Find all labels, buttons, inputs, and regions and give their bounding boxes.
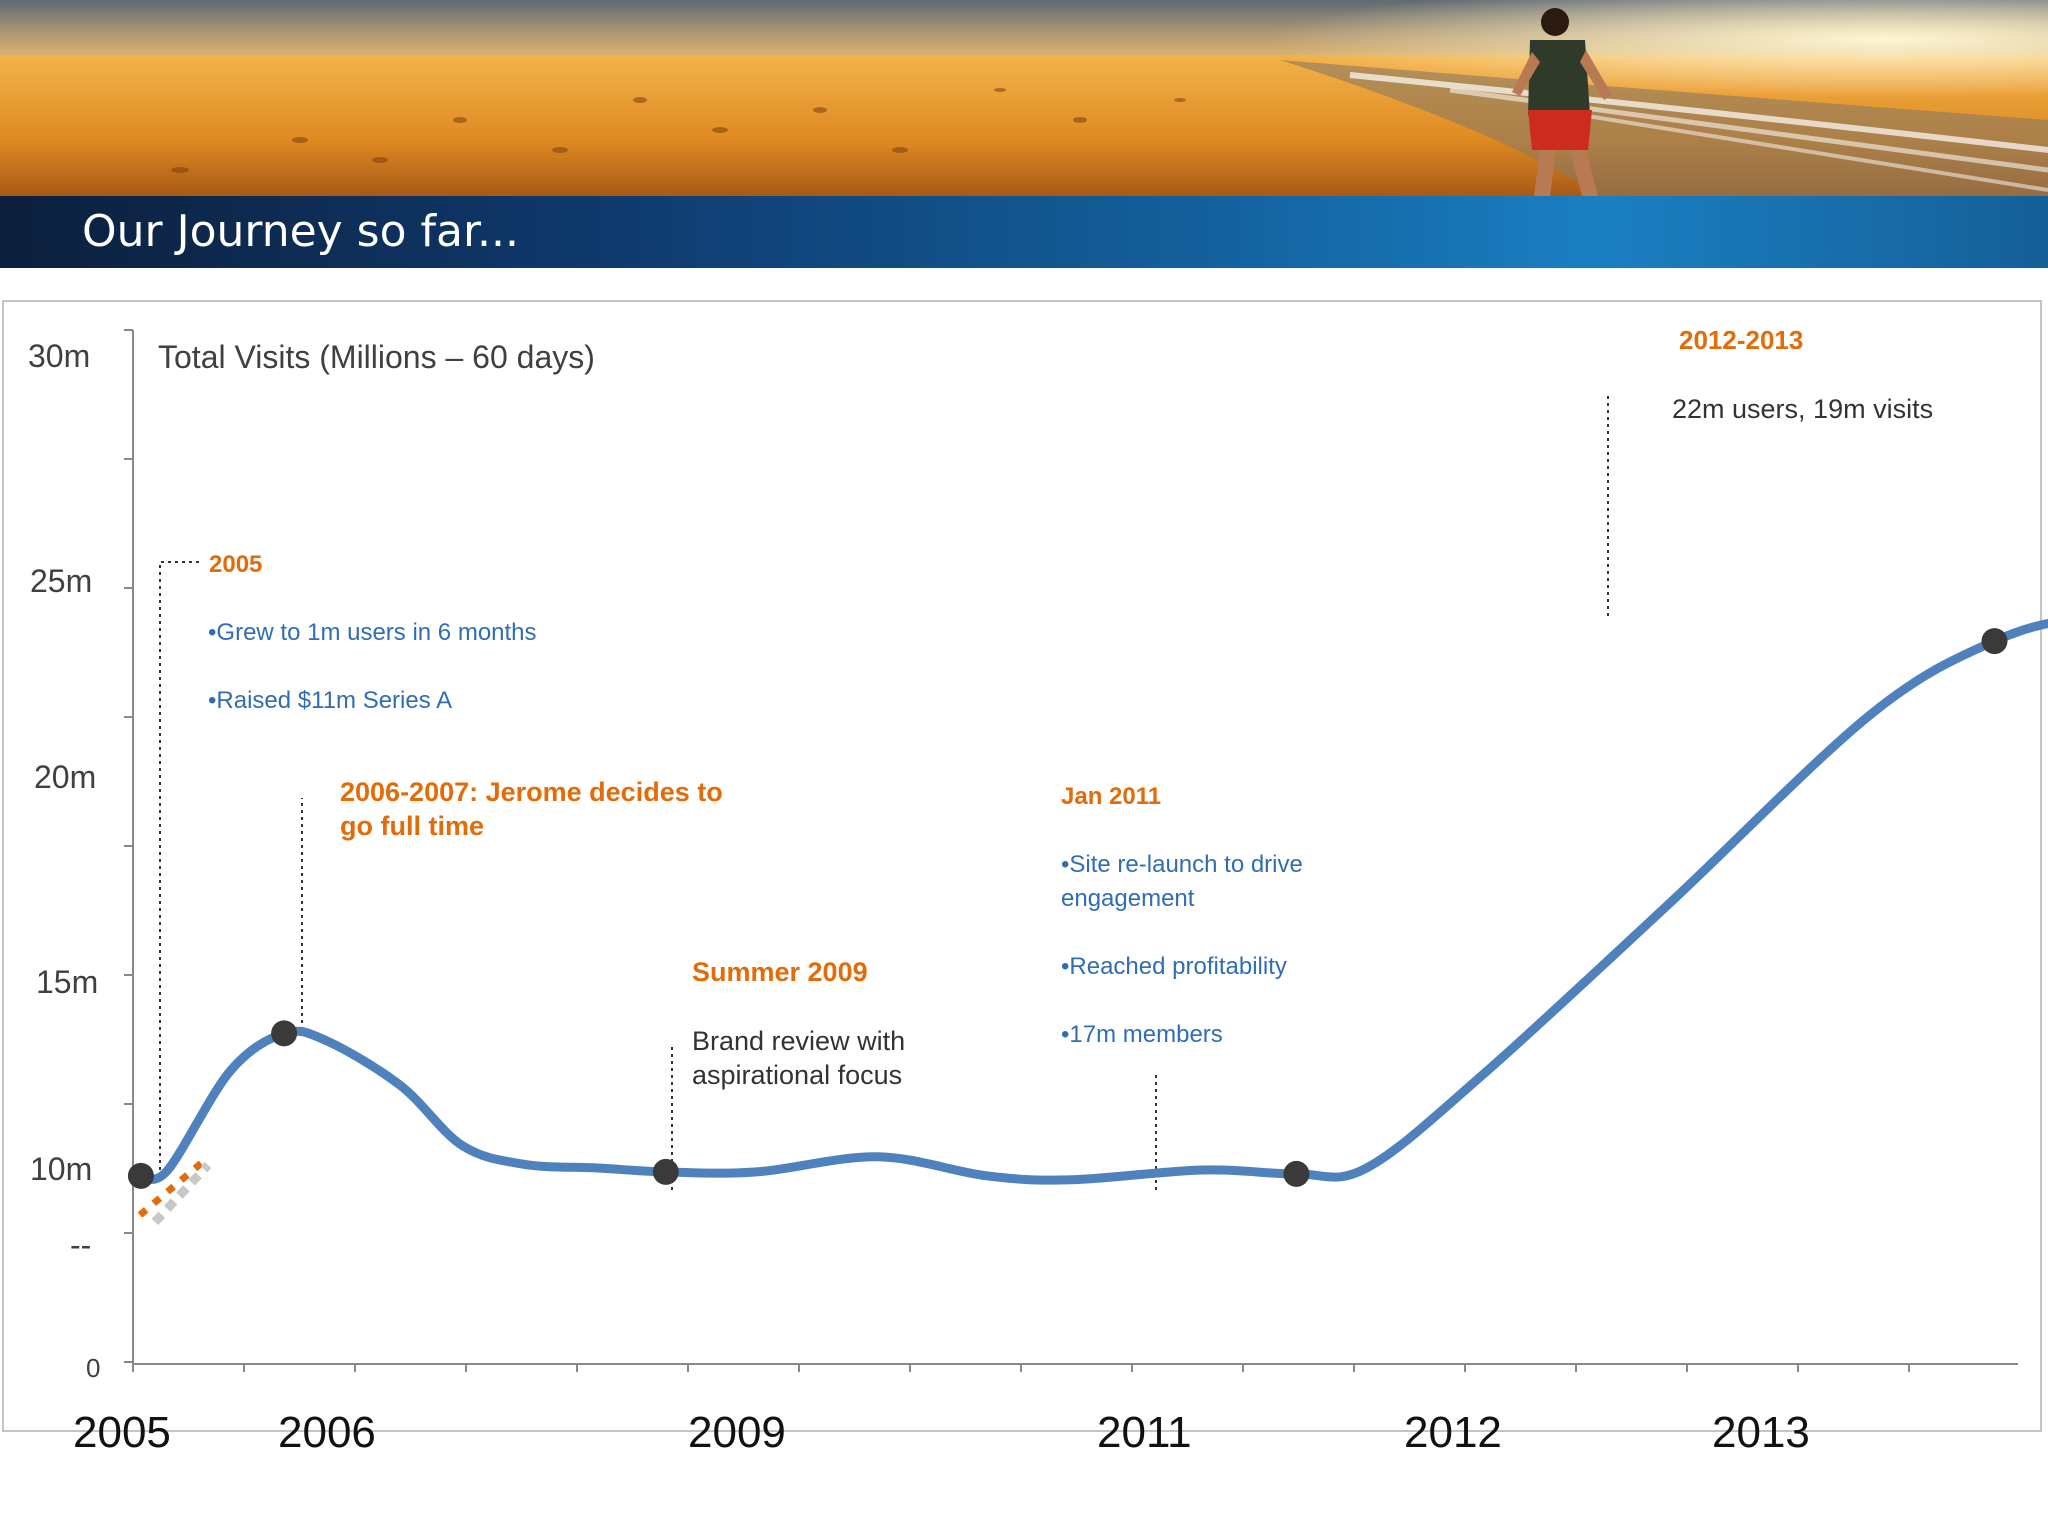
y-tick-label-dash: -- bbox=[70, 1227, 91, 1263]
annotation-2006-heading-line-2: go full time bbox=[340, 811, 484, 841]
annotation-2011-heading: Jan 2011 bbox=[1061, 783, 1161, 810]
annotation-2011-bullet-1-line-2: engagement bbox=[1061, 885, 1195, 912]
grey-dash-segment bbox=[151, 1161, 212, 1226]
x-tick-label-2011: 2011 bbox=[1097, 1408, 1192, 1457]
y-tick-label-20m: 20m bbox=[34, 759, 96, 795]
annotation-2011-bullet-3: •17m members bbox=[1061, 1021, 1223, 1048]
x-tick-label-2012: 2012 bbox=[1404, 1408, 1502, 1457]
y-tick-label-30m: 30m bbox=[28, 338, 90, 374]
x-tick-label-2006: 2006 bbox=[278, 1408, 376, 1457]
milestone-marker-1 bbox=[127, 1162, 154, 1189]
chart-frame bbox=[2, 300, 2042, 1432]
annotation-2012-text: 22m users, 19m visits bbox=[1672, 394, 1933, 424]
milestone-marker-5 bbox=[1981, 628, 2008, 655]
annotation-2005-bullet-2: •Raised $11m Series A bbox=[208, 687, 452, 714]
series-line bbox=[136, 618, 2048, 1185]
y-tick-label-zero: 0 bbox=[86, 1353, 100, 1383]
title-bar: Our Journey so far... bbox=[0, 196, 2048, 268]
x-tick-label-2005: 2005 bbox=[73, 1408, 171, 1457]
y-tick-label-15m: 15m bbox=[36, 964, 98, 1000]
page-title: Our Journey so far... bbox=[82, 206, 519, 257]
annotation-2005-bullet-1: •Grew to 1m users in 6 months bbox=[208, 619, 537, 646]
x-tick-label-2013: 2013 bbox=[1712, 1408, 1810, 1457]
banner-image bbox=[0, 0, 2048, 196]
start-dashes bbox=[137, 1157, 212, 1226]
runner-figure bbox=[1512, 8, 1612, 196]
annotation-2012-heading: 2012-2013 bbox=[1679, 325, 1803, 355]
annotation-2009-line-2: aspirational focus bbox=[692, 1060, 902, 1090]
beach-runner-banner bbox=[0, 0, 2048, 196]
x-tick-marks bbox=[132, 1364, 1910, 1372]
annotation-2011-bullet-1-line-1: •Site re-launch to drive bbox=[1061, 851, 1303, 878]
y-tick-label-25m: 25m bbox=[30, 563, 92, 599]
orange-dash-segment bbox=[137, 1157, 208, 1218]
annotation-2011-bullet-2: •Reached profitability bbox=[1061, 953, 1287, 980]
milestone-marker-4 bbox=[1283, 1160, 1310, 1187]
leader-2005 bbox=[159, 561, 203, 1177]
annotation-2006-heading-line-1: 2006-2007: Jerome decides to bbox=[340, 777, 723, 807]
annotation-2009-line-1: Brand review with bbox=[692, 1026, 905, 1056]
y-tick-label-10m: 10m bbox=[30, 1151, 92, 1187]
milestone-marker-2 bbox=[271, 1020, 298, 1047]
x-tick-label-2009: 2009 bbox=[688, 1408, 786, 1457]
annotation-2005-heading: 2005 bbox=[209, 551, 262, 578]
milestone-markers bbox=[127, 628, 2008, 1189]
annotation-2009-heading: Summer 2009 bbox=[692, 957, 868, 987]
y-tick-marks bbox=[124, 329, 133, 1363]
chart-title: Total Visits (Millions – 60 days) bbox=[158, 339, 595, 375]
axes bbox=[132, 330, 2018, 1365]
milestone-marker-3 bbox=[652, 1158, 679, 1185]
